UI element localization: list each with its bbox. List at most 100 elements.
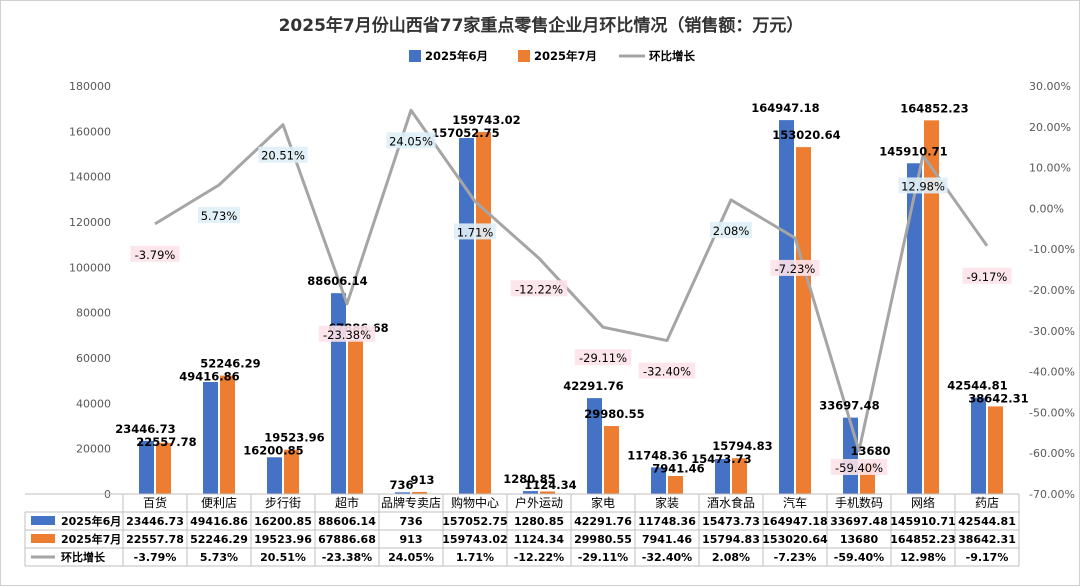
bar-label-june: 42291.76	[563, 379, 623, 393]
table-cell: -32.40%	[642, 551, 692, 564]
table-cell: 164852.23	[890, 533, 955, 546]
growth-label-box	[510, 280, 568, 297]
bar-june	[203, 381, 218, 494]
growth-label-box	[770, 259, 820, 276]
bar-label-june: 42544.81	[947, 379, 1007, 393]
table-cell: 1.71%	[456, 551, 494, 564]
x-category-label: 户外运动	[515, 495, 563, 510]
bar-july	[668, 475, 683, 494]
table-cell: 13680	[840, 533, 879, 546]
y-left-tick: 80000	[76, 307, 111, 320]
bar-label-july: 15794.83	[712, 439, 772, 453]
x-category-label: 百货	[143, 495, 167, 510]
growth-label-box	[386, 132, 436, 149]
x-category-label: 品牌专卖店	[381, 495, 441, 510]
legend-label-july: 2025年7月	[534, 49, 597, 63]
x-category-label: 步行街	[265, 496, 301, 510]
growth-label: -23.38%	[323, 328, 371, 342]
table-cell: 19523.96	[254, 533, 312, 546]
y-right-tick: -30.00%	[1029, 325, 1075, 338]
bar-label-july: 52246.29	[200, 357, 260, 371]
table-cell: 15473.73	[702, 515, 760, 528]
table-cell: 5.73%	[200, 551, 238, 564]
growth-label-box	[454, 223, 496, 240]
table-legend-key	[31, 534, 55, 543]
chart-title: 2025年7月份山西省77家重点零售企业月环比情况（销售额：万元）	[278, 16, 804, 36]
table-cell: 49416.86	[190, 515, 248, 528]
growth-label: -3.79%	[135, 248, 176, 262]
table-cell: -23.38%	[322, 551, 372, 564]
table-series-name: 环比增长	[61, 550, 106, 564]
y-right-tick: -70.00%	[1029, 488, 1075, 501]
bar-label-july: 13680	[850, 444, 890, 458]
y-right-tick: 30.00%	[1029, 80, 1071, 93]
y-left-tick: 20000	[76, 443, 111, 456]
table-cell: -29.11%	[578, 551, 628, 564]
table-cell: 29980.55	[574, 533, 632, 546]
bar-label-july: 38642.31	[968, 392, 1028, 406]
bar-label-june: 88606.14	[307, 274, 367, 288]
bar-june	[779, 120, 794, 495]
legend-label-june: 2025年6月	[425, 49, 488, 63]
bar-june	[651, 467, 666, 494]
bar-label-june: 15473.73	[691, 452, 751, 466]
table-cell: 38642.31	[958, 533, 1016, 546]
x-category-label: 便利店	[201, 496, 237, 510]
growth-label: -7.23%	[775, 262, 816, 276]
bar-label-june: 157052.75	[431, 126, 499, 140]
table-series-name: 2025年6月	[61, 514, 121, 528]
table-cell: 15794.83	[702, 533, 760, 546]
y-right-tick: 10.00%	[1029, 162, 1071, 175]
bar-july	[412, 491, 427, 494]
growth-label: -9.17%	[967, 270, 1008, 284]
bar-july	[732, 458, 747, 494]
table-cell: 22557.78	[126, 533, 184, 546]
bar-label-june: 33697.48	[819, 399, 879, 413]
bar-june	[523, 491, 538, 494]
bar-label-june: 11748.36	[627, 448, 687, 462]
table-cell: 159743.02	[442, 533, 507, 546]
table-cell: 24.05%	[388, 551, 434, 564]
table-legend-key	[31, 516, 55, 525]
table-cell: 7941.46	[642, 533, 692, 546]
table-cell: 42544.81	[958, 515, 1016, 528]
bar-june	[587, 398, 602, 494]
growth-label-box	[258, 146, 308, 163]
bar-june	[395, 492, 410, 494]
x-category-label: 家电	[591, 495, 615, 510]
y-left-tick: 60000	[76, 352, 111, 365]
growth-label: -59.40%	[835, 461, 883, 475]
growth-label-box	[130, 245, 180, 262]
bar-july	[796, 147, 811, 495]
growth-label: -12.22%	[515, 282, 563, 296]
y-right-tick: -50.00%	[1029, 406, 1075, 419]
bar-label-july: 153020.64	[772, 128, 840, 142]
table-cell: -3.79%	[134, 551, 177, 564]
bar-label-july: 159743.02	[452, 113, 520, 127]
growth-label-box	[898, 177, 948, 194]
growth-label-box	[830, 459, 888, 475]
table-cell: 52246.29	[190, 533, 248, 546]
x-category-label: 药店	[975, 496, 999, 510]
growth-label-box	[574, 349, 632, 366]
legend-swatch-july	[518, 50, 530, 62]
growth-label: -29.11%	[579, 351, 627, 365]
table-cell: 20.51%	[260, 551, 306, 564]
x-category-label: 酒水食品	[707, 495, 755, 510]
table-cell: 67886.68	[318, 533, 376, 546]
bar-label-june: 145910.71	[879, 144, 947, 158]
bar-label-july: 164852.23	[900, 101, 968, 115]
x-category-label: 超市	[335, 495, 359, 510]
table-cell: 11748.36	[638, 515, 696, 528]
table-cell: 33697.48	[830, 515, 888, 528]
bar-label-june: 16200.85	[243, 444, 303, 458]
growth-label: 1.71%	[457, 225, 494, 239]
bar-label-july: 1124.34	[524, 478, 576, 492]
x-category-label: 网络	[911, 495, 935, 510]
bar-june	[139, 440, 154, 494]
legend-swatch-june	[409, 50, 421, 62]
table-cell: 23446.73	[126, 515, 184, 528]
bar-label-june: 1280.85	[503, 472, 555, 486]
y-right-tick: -40.00%	[1029, 366, 1075, 379]
